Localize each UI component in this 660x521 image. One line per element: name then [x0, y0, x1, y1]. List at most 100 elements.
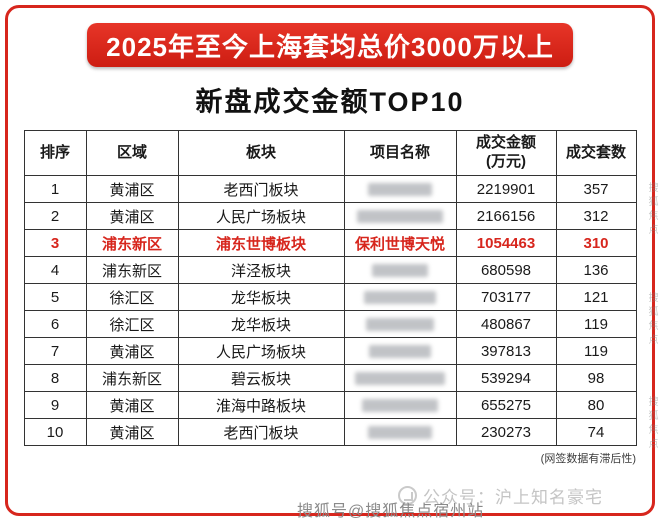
- district-cell: 黄浦区: [85, 418, 179, 446]
- table-row: 1 黄浦区 老西门板块 2219901 357: [23, 175, 637, 203]
- plate-cell: 龙华板块: [177, 310, 345, 338]
- watermark-account-text: 公众号：沪上知名豪宅: [423, 488, 603, 507]
- rank-cell: 6: [23, 310, 87, 338]
- table-row: 6 徐汇区 龙华板块 480867 119: [23, 310, 637, 338]
- project-cell: [343, 337, 457, 365]
- table-row: 4 浦东新区 洋泾板块 680598 136: [23, 256, 637, 284]
- blurred-project-name: [369, 345, 431, 359]
- units-cell: 74: [555, 418, 637, 446]
- amount-cell: 655275: [455, 391, 557, 419]
- table-row: 7 黄浦区 人民广场板块 397813 119: [23, 337, 637, 365]
- table-row: 9 黄浦区 淮海中路板块 655275 80: [23, 391, 637, 419]
- table-row: 2 黄浦区 人民广场板块 2166156 312: [23, 202, 637, 230]
- amount-cell: 2219901: [455, 175, 557, 203]
- district-cell: 黄浦区: [85, 202, 179, 230]
- district-cell: 徐汇区: [85, 310, 179, 338]
- blurred-project-name: [355, 372, 445, 386]
- blurred-project-name: [368, 183, 432, 197]
- district-cell: 黄浦区: [85, 337, 179, 365]
- amount-cell: 230273: [455, 418, 557, 446]
- amount-cell: 703177: [455, 283, 557, 311]
- project-cell: [343, 310, 457, 338]
- watermark-side-text: 搜狐焦点: [646, 292, 657, 348]
- project-cell: [343, 256, 457, 284]
- units-cell: 119: [555, 310, 637, 338]
- table-row: 10 黄浦区 老西门板块 230273 74: [23, 418, 637, 446]
- rank-cell: 10: [23, 418, 87, 446]
- project-cell: 保利世博天悦: [343, 229, 457, 257]
- project-cell: [343, 418, 457, 446]
- amount-cell: 539294: [455, 364, 557, 392]
- rank-cell: 4: [23, 256, 87, 284]
- amount-cell: 397813: [455, 337, 557, 365]
- table-row: 8 浦东新区 碧云板块 539294 98: [23, 364, 637, 392]
- plate-cell: 淮海中路板块: [177, 391, 345, 419]
- district-cell: 黄浦区: [85, 175, 179, 203]
- amount-cell: 680598: [455, 256, 557, 284]
- sales-table: 排序 区域 板块 项目名称 成交金额 (万元) 成交套数 1 黄浦区 老西门板块…: [23, 130, 637, 446]
- rank-cell: 3: [23, 229, 87, 257]
- watermark-account: 公众号：沪上知名豪宅: [398, 483, 603, 508]
- units-cell: 357: [555, 175, 637, 203]
- footnote: (网签数据有滞后性): [540, 453, 636, 465]
- watermark-side-text: 搜狐焦点: [646, 182, 657, 238]
- blurred-project-name: [372, 264, 428, 278]
- plate-cell: 洋泾板块: [177, 256, 345, 284]
- header-amount: 成交金额 (万元): [455, 130, 557, 176]
- project-name: 保利世博天悦: [354, 235, 445, 253]
- rank-cell: 9: [23, 391, 87, 419]
- header-project: 项目名称: [343, 130, 457, 176]
- header-rank: 排序: [23, 130, 87, 176]
- rank-cell: 2: [23, 202, 87, 230]
- plate-cell: 人民广场板块: [177, 202, 345, 230]
- units-cell: 80: [555, 391, 637, 419]
- table-row: 5 徐汇区 龙华板块 703177 121: [23, 283, 637, 311]
- amount-cell: 2166156: [455, 202, 557, 230]
- district-cell: 浦东新区: [85, 229, 179, 257]
- units-cell: 310: [555, 229, 637, 257]
- page-title: 新盘成交金额TOP10: [195, 87, 465, 117]
- banner-title: 2025年至今上海套均总价3000万以上: [106, 31, 554, 62]
- blurred-project-name: [364, 291, 436, 305]
- card: 2025年至今上海套均总价3000万以上 新盘成交金额TOP10 排序 区域 板…: [5, 5, 655, 516]
- units-cell: 98: [555, 364, 637, 392]
- rank-cell: 5: [23, 283, 87, 311]
- project-cell: [343, 202, 457, 230]
- plate-cell: 浦东世博板块: [177, 229, 345, 257]
- header-plate: 板块: [177, 130, 345, 176]
- plate-cell: 龙华板块: [177, 283, 345, 311]
- banner: 2025年至今上海套均总价3000万以上: [87, 23, 573, 67]
- blurred-project-name: [357, 210, 443, 224]
- blurred-project-name: [366, 318, 434, 332]
- rank-cell: 1: [23, 175, 87, 203]
- plate-cell: 人民广场板块: [177, 337, 345, 365]
- watermark-logo-icon: [398, 486, 417, 505]
- plate-cell: 老西门板块: [177, 418, 345, 446]
- table-row: 3 浦东新区 浦东世博板块 保利世博天悦 1054463 310: [23, 229, 637, 257]
- plate-cell: 老西门板块: [177, 175, 345, 203]
- rank-cell: 7: [23, 337, 87, 365]
- district-cell: 浦东新区: [85, 364, 179, 392]
- header-district: 区域: [85, 130, 179, 176]
- plate-cell: 碧云板块: [177, 364, 345, 392]
- project-cell: [343, 364, 457, 392]
- amount-cell: 480867: [455, 310, 557, 338]
- units-cell: 136: [555, 256, 637, 284]
- amount-cell: 1054463: [455, 229, 557, 257]
- watermark-side-text: 搜狐焦点: [646, 396, 657, 452]
- project-cell: [343, 283, 457, 311]
- rank-cell: 8: [23, 364, 87, 392]
- watermark-bottom-text: 搜狐号@搜狐焦点宿州站: [297, 503, 485, 520]
- header-units: 成交套数: [555, 130, 637, 176]
- project-cell: [343, 391, 457, 419]
- units-cell: 312: [555, 202, 637, 230]
- district-cell: 浦东新区: [85, 256, 179, 284]
- units-cell: 121: [555, 283, 637, 311]
- table-header-row: 排序 区域 板块 项目名称 成交金额 (万元) 成交套数: [23, 130, 637, 176]
- blurred-project-name: [362, 399, 438, 413]
- table-body: 1 黄浦区 老西门板块 2219901 357 2 黄浦区 人民广场板块 216…: [23, 175, 637, 446]
- district-cell: 黄浦区: [85, 391, 179, 419]
- district-cell: 徐汇区: [85, 283, 179, 311]
- project-cell: [343, 175, 457, 203]
- blurred-project-name: [368, 426, 432, 440]
